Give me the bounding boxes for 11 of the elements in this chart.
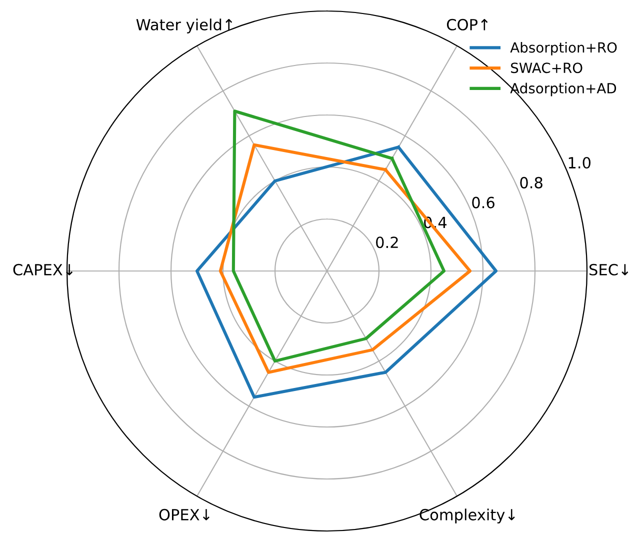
- y-tick-label: 0.6: [472, 196, 494, 208]
- legend-label: Absorption+RO: [510, 42, 617, 56]
- y-tick-label: 1.0: [568, 156, 590, 169]
- spoke-label: OPEX↓: [159, 508, 210, 520]
- spoke-label: Water yield↑: [136, 18, 232, 34]
- spoke-label: COP↑: [446, 18, 488, 30]
- spoke-label: Complexity↓: [420, 508, 515, 524]
- y-tick-label: 0.8: [520, 176, 542, 188]
- spoke-label: SEC↓: [590, 264, 628, 276]
- y-tick-label: 0.2: [376, 236, 398, 248]
- legend-label: SWAC+RO: [511, 62, 582, 74]
